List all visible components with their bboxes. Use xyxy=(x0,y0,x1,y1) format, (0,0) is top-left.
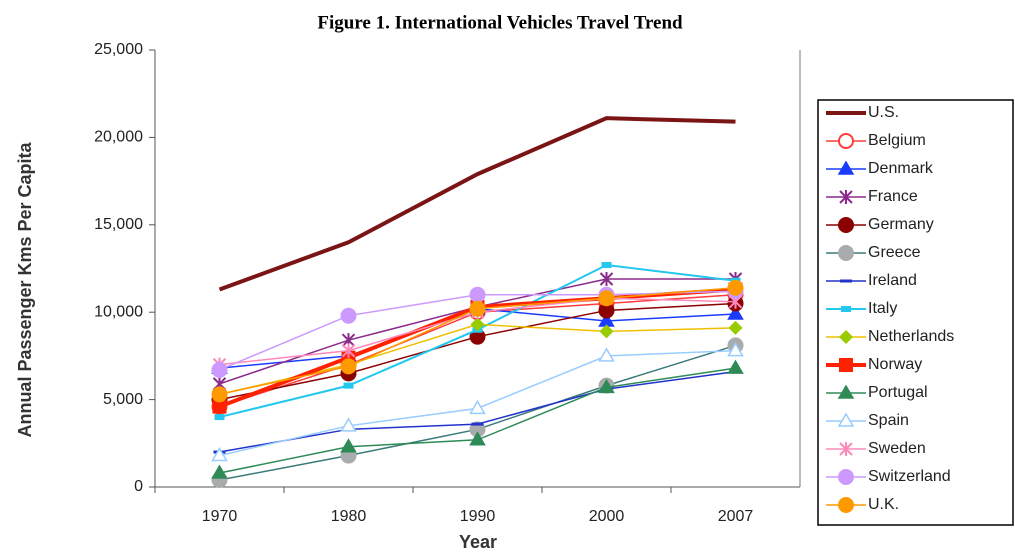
legend-label: France xyxy=(868,188,918,205)
legend-label: U.S. xyxy=(868,104,899,121)
y-tick-label: 25,000 xyxy=(94,41,143,58)
marker xyxy=(727,359,744,374)
x-tick-label: 1970 xyxy=(202,508,238,525)
y-tick-label: 10,000 xyxy=(94,303,143,320)
marker xyxy=(214,414,225,421)
legend-marker xyxy=(837,384,855,399)
y-tick-label: 20,000 xyxy=(94,129,143,146)
marker xyxy=(598,347,615,362)
x-tick-label: 2007 xyxy=(718,508,754,525)
marker xyxy=(469,399,486,415)
legend-label: Greece xyxy=(868,244,921,261)
x-axis-title: Year xyxy=(459,532,497,552)
marker xyxy=(211,464,228,479)
marker xyxy=(212,399,227,414)
marker xyxy=(469,300,486,317)
marker xyxy=(728,320,743,335)
legend-label: Germany xyxy=(868,216,934,233)
marker xyxy=(599,324,614,339)
legend-label: Belgium xyxy=(868,132,926,149)
legend-marker xyxy=(838,245,854,261)
legend-label: Spain xyxy=(868,412,909,429)
legend-label: Netherlands xyxy=(868,328,954,345)
marker xyxy=(727,305,744,320)
marker xyxy=(340,417,357,432)
marker xyxy=(341,343,356,358)
legend-marker xyxy=(841,306,851,312)
legend-label: Denmark xyxy=(868,160,934,177)
marker xyxy=(601,262,612,269)
legend-marker xyxy=(839,358,853,372)
legend-label: Norway xyxy=(868,356,922,373)
marker xyxy=(340,438,357,453)
marker xyxy=(598,378,615,394)
legend-marker xyxy=(840,279,852,283)
x-tick-label: 2000 xyxy=(589,508,625,525)
marker xyxy=(727,279,744,296)
marker xyxy=(340,307,357,324)
legend-marker xyxy=(838,217,854,233)
marker xyxy=(727,342,744,357)
legend-label: Portugal xyxy=(868,384,928,401)
y-axis-title: Annual Passenger Kms Per Capita xyxy=(15,141,35,437)
chart-title: Figure 1. International Vehicles Travel … xyxy=(317,12,683,33)
legend-marker xyxy=(839,330,853,344)
series-line xyxy=(218,116,736,292)
x-tick-label: 1980 xyxy=(331,508,367,525)
marker xyxy=(469,431,486,446)
legend-marker xyxy=(839,190,853,204)
legend-label: Italy xyxy=(868,300,897,317)
legend-label: Switzerland xyxy=(868,468,951,485)
legend-marker xyxy=(838,469,854,485)
legend-label: Ireland xyxy=(868,272,917,289)
marker xyxy=(470,317,485,332)
legend-label: Sweden xyxy=(868,440,926,457)
marker xyxy=(343,382,354,389)
legend-marker xyxy=(837,160,855,175)
legend-marker xyxy=(838,133,854,149)
marker xyxy=(340,358,357,375)
y-tick-label: 0 xyxy=(134,478,143,495)
y-tick-label: 15,000 xyxy=(94,216,143,233)
legend-marker xyxy=(839,442,853,456)
legend-label: U.K. xyxy=(868,496,899,513)
marker xyxy=(599,271,614,286)
x-tick-label: 1990 xyxy=(460,508,496,525)
marker xyxy=(211,386,228,403)
marker xyxy=(211,361,228,378)
y-tick-label: 5,000 xyxy=(103,391,143,408)
marker xyxy=(598,290,615,307)
marker xyxy=(211,447,228,462)
legend-marker xyxy=(838,497,854,513)
marker xyxy=(471,422,484,426)
legend-marker xyxy=(837,412,855,427)
marker xyxy=(469,286,486,303)
